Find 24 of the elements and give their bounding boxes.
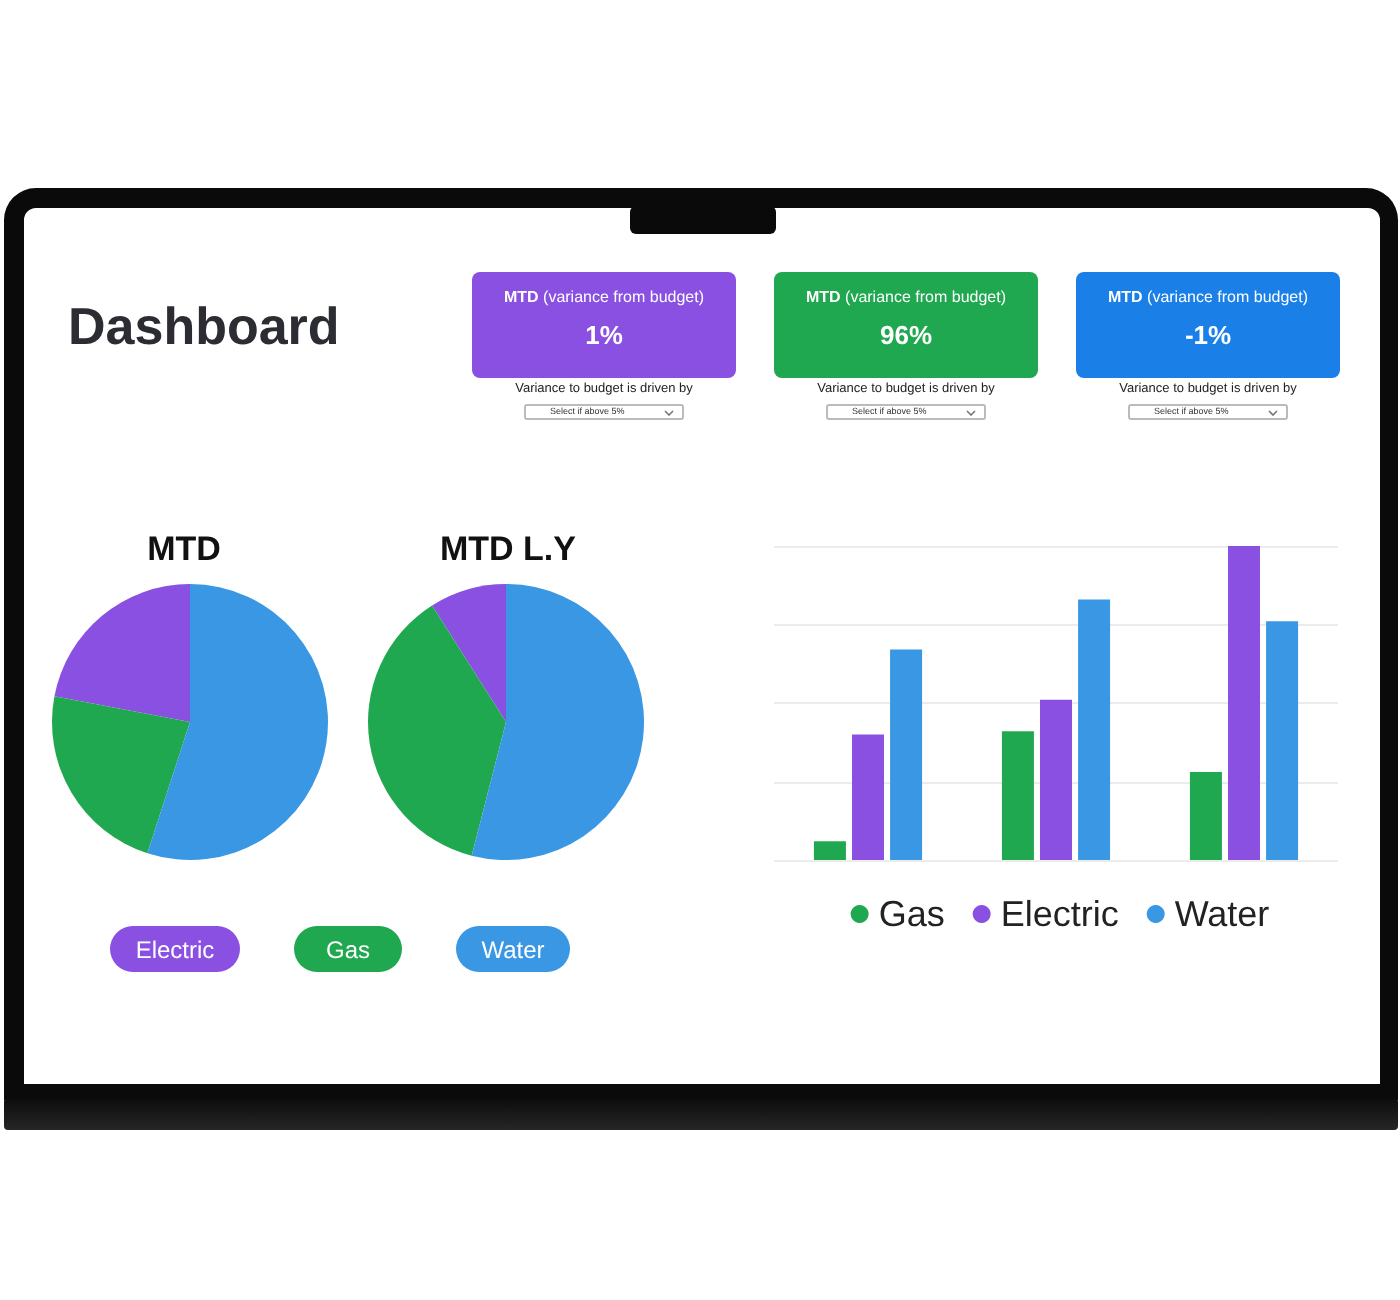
slice-label: MTD L.Y bbox=[440, 530, 578, 568]
text: 96% bbox=[877, 320, 935, 350]
bar bbox=[1078, 599, 1111, 860]
bar bbox=[1189, 772, 1222, 860]
slice-label: MTD bbox=[147, 530, 221, 568]
bar bbox=[1266, 621, 1299, 860]
bar bbox=[1228, 546, 1260, 860]
legend-label: Electric bbox=[135, 936, 215, 964]
text: -1% bbox=[1182, 320, 1234, 350]
legend-label: Gas bbox=[325, 936, 371, 964]
bar bbox=[813, 841, 846, 860]
bar bbox=[1001, 731, 1034, 860]
text: MTD (variance from budget) bbox=[503, 288, 705, 306]
legend-label: Water bbox=[481, 936, 545, 964]
text: 1% bbox=[583, 320, 625, 350]
text: MTD (variance from budget) bbox=[1107, 288, 1309, 306]
bar bbox=[1040, 699, 1072, 860]
bar bbox=[890, 649, 923, 860]
legend-label: Water bbox=[1174, 894, 1270, 934]
legend-label: Gas bbox=[878, 894, 945, 934]
bar bbox=[852, 734, 884, 860]
text: MTD (variance from budget) bbox=[805, 288, 1007, 306]
text: Dashboard bbox=[68, 294, 342, 356]
legend-label: Electric bbox=[1000, 894, 1119, 934]
